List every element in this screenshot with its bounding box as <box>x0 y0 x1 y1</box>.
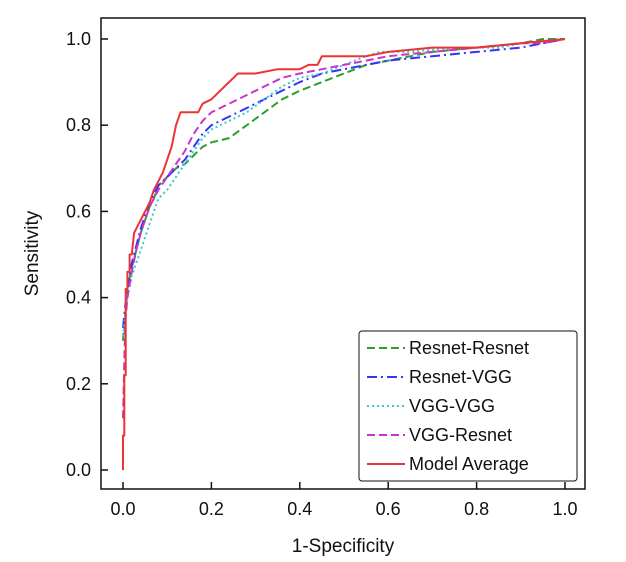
series-line-vgg-resnet <box>122 38 566 419</box>
x-axis-ticks: 0.0 0.2 0.4 0.6 0.8 1.0 <box>110 482 578 519</box>
y-tick-label: 0.4 <box>66 288 91 308</box>
x-tick-label: 0.4 <box>287 499 312 519</box>
series-line-vgg-vgg <box>122 38 566 337</box>
y-tick-label: 0.0 <box>66 460 91 480</box>
series-layer <box>122 38 566 470</box>
y-tick-label: 0.2 <box>66 374 91 394</box>
x-tick-label: 0.0 <box>110 499 135 519</box>
x-tick-label: 0.6 <box>376 499 401 519</box>
legend-label-model-average: Model Average <box>409 454 529 474</box>
legend-label-vgg-resnet: VGG-Resnet <box>409 425 512 445</box>
x-tick-label: 0.2 <box>199 499 224 519</box>
y-axis-ticks: 0.0 0.2 0.4 0.6 0.8 1.0 <box>66 29 108 480</box>
x-tick-label: 1.0 <box>552 499 577 519</box>
legend-box <box>358 330 578 482</box>
plot-frame <box>100 17 586 490</box>
legend-label-resnet-vgg: Resnet-VGG <box>409 367 512 387</box>
y-tick-label: 0.8 <box>66 115 91 135</box>
series-line-model-average <box>122 38 566 470</box>
y-tick-label: 1.0 <box>66 29 91 49</box>
legend-label-vgg-vgg: VGG-VGG <box>409 396 495 416</box>
legend-label-resnet-resnet: Resnet-Resnet <box>409 338 529 358</box>
x-tick-label: 0.8 <box>464 499 489 519</box>
y-tick-label: 0.6 <box>66 201 91 221</box>
series-line-resnet-resnet <box>122 38 565 341</box>
x-axis-label: 1-Specificity <box>292 536 395 557</box>
y-axis-label: Sensitivity <box>22 210 43 296</box>
legend: Resnet-Resnet Resnet-VGG VGG-VGG VGG-Resnet… <box>358 330 578 482</box>
series-line-resnet-vgg <box>122 38 566 328</box>
